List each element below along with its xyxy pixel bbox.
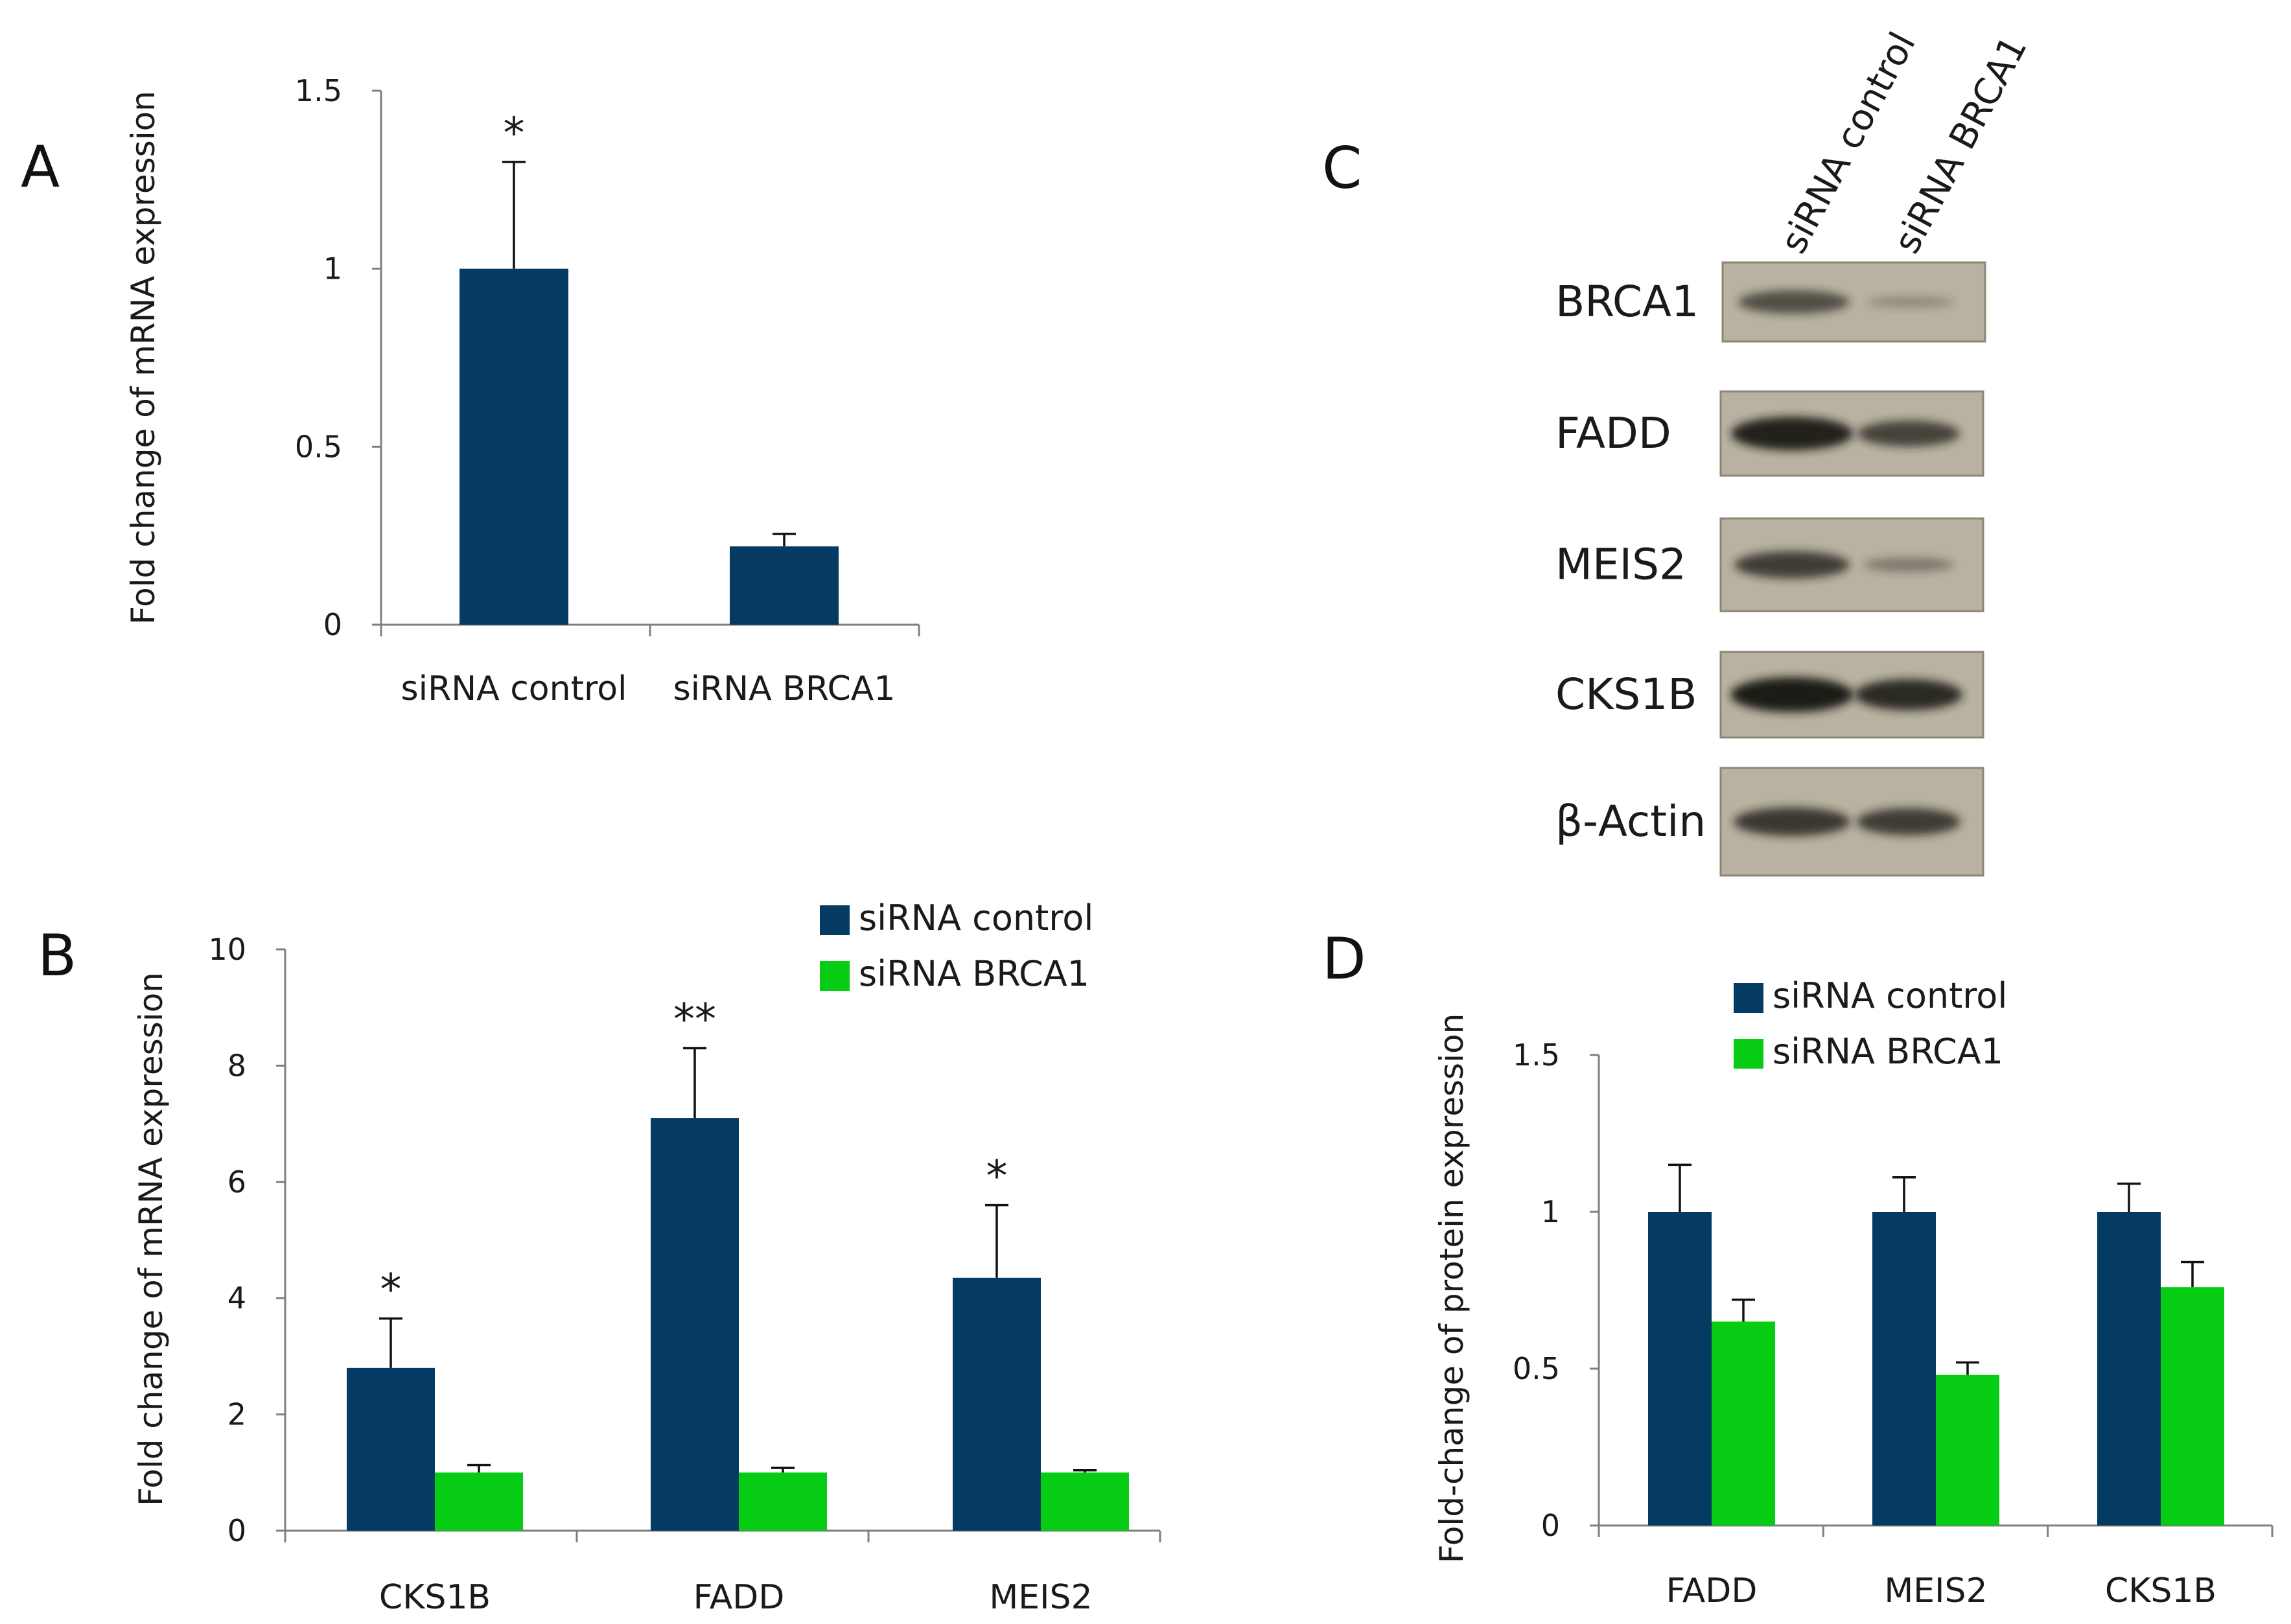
category-label: CKS1B: [379, 1578, 491, 1617]
legend-swatch-control: [1734, 983, 1763, 1013]
y-tick-label: 1: [323, 251, 342, 286]
category-label: CKS1B: [2105, 1572, 2216, 1610]
y-tick-label: 0.5: [1513, 1351, 1560, 1386]
bar-control-cks1b: [2097, 1212, 2161, 1525]
y-tick-label: 4: [227, 1281, 246, 1316]
legend-swatch-brca1: [1734, 1039, 1763, 1069]
band-brca1: [1857, 421, 1960, 447]
panel-letter-c: C: [1322, 135, 1362, 202]
protein-label: FADD: [1555, 408, 1671, 458]
band-control: [1738, 290, 1850, 314]
y-axis-label: Fold change of mRNA expression: [132, 972, 170, 1506]
chart-a: 0 0.5 1 1.5 Fold change of mRNA expression * s…: [124, 73, 920, 708]
y-tick-label: 0: [227, 1513, 246, 1548]
y-tick-label: 10: [208, 932, 246, 967]
band-brca1: [1867, 296, 1955, 308]
y-tick-label: 0: [323, 607, 342, 642]
y-axis-label: Fold-change of protein expression: [1433, 1014, 1471, 1564]
y-tick-label: 1: [1541, 1194, 1560, 1229]
chart-d: 0 0.5 1 1.5 Fold-change of protein expressio…: [1433, 975, 2274, 1610]
y-tick-label: 1.5: [295, 73, 342, 108]
category-label: FADD: [1666, 1572, 1758, 1610]
legend-label: siRNA control: [1773, 975, 2007, 1016]
band-brca1: [1857, 808, 1960, 835]
bar-brca1-meis2: [1041, 1472, 1129, 1531]
bar-brca1-meis2: [1936, 1375, 1999, 1525]
y-tick-label: 0: [1541, 1508, 1560, 1543]
band-brca1: [1863, 557, 1954, 572]
y-tick-label: 0.5: [295, 429, 342, 464]
significance-marker: *: [504, 108, 525, 158]
category-label: MEIS2: [1884, 1572, 1987, 1610]
bar-brca1-cks1b: [2161, 1287, 2224, 1525]
bar-control-meis2: [953, 1277, 1041, 1531]
significance-marker: **: [673, 994, 716, 1044]
band-control: [1730, 677, 1854, 712]
protein-label: β-Actin: [1555, 796, 1706, 846]
y-tick-label: 6: [227, 1165, 246, 1200]
bar-brca1-cks1b: [435, 1472, 523, 1531]
legend-label: siRNA BRCA1: [859, 953, 1089, 994]
significance-marker: *: [986, 1152, 1008, 1201]
band-control: [1731, 417, 1853, 450]
band-control: [1734, 807, 1850, 836]
y-tick-label: 2: [227, 1397, 246, 1432]
band-brca1: [1855, 679, 1962, 710]
category-label: MEIS2: [989, 1578, 1092, 1617]
legend-label: siRNA BRCA1: [1773, 1031, 2003, 1072]
legend-swatch-brca1: [820, 961, 850, 991]
y-tick-label: 8: [227, 1048, 246, 1083]
bar-control-fadd: [1648, 1212, 1712, 1525]
protein-label: CKS1B: [1555, 669, 1697, 719]
category-label: FADD: [693, 1578, 785, 1617]
panel-letter-d: D: [1322, 925, 1366, 992]
panel-letter-a: A: [21, 133, 60, 200]
y-tick-label: 1.5: [1513, 1038, 1560, 1073]
protein-label: BRCA1: [1555, 277, 1699, 327]
chart-b: 0 2 4 6 8 10 Fold change of mRNA expression * CK…: [132, 898, 1161, 1617]
legend-swatch-control: [820, 905, 850, 935]
legend-label: siRNA control: [859, 898, 1093, 938]
bar-brca1-fadd: [739, 1472, 827, 1531]
bar-control-fadd: [651, 1118, 739, 1531]
bar-brca1-fadd: [1712, 1321, 1775, 1525]
significance-marker: *: [380, 1265, 402, 1315]
band-control: [1734, 551, 1850, 579]
category-label: siRNA control: [401, 669, 627, 708]
protein-label: MEIS2: [1555, 540, 1686, 590]
category-label: siRNA BRCA1: [673, 669, 896, 708]
bar-control-sirna-control: [459, 268, 568, 625]
bar-control-sirna-brca1: [730, 546, 839, 625]
panel-letter-b: B: [38, 922, 76, 989]
y-axis-label: Fold change of mRNA expression: [124, 91, 162, 625]
bar-control-meis2: [1872, 1212, 1936, 1525]
bar-control-cks1b: [347, 1367, 435, 1531]
